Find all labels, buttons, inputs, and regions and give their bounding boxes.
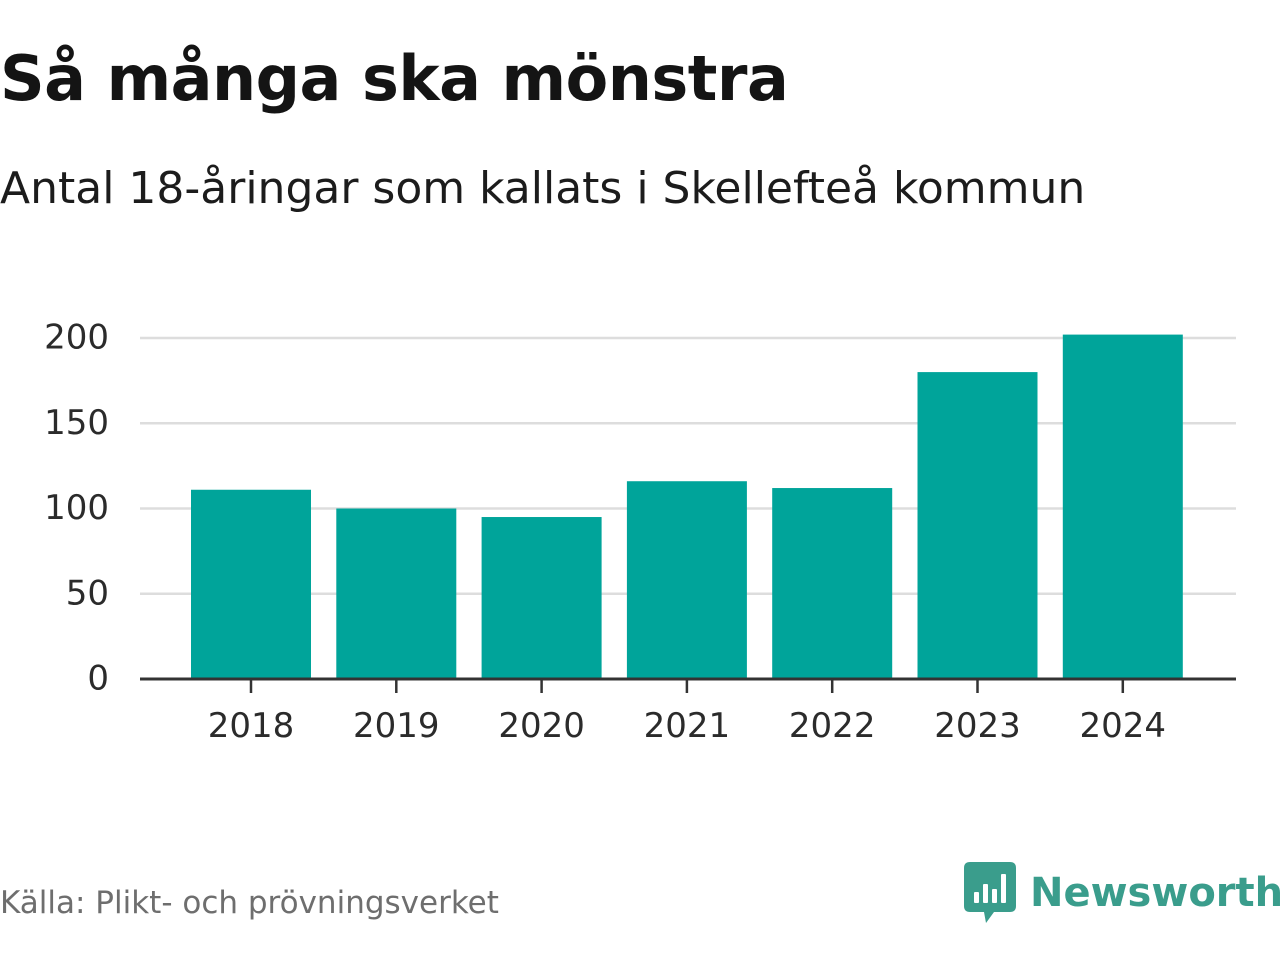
x-tick-label-2024: 2024 <box>1080 706 1167 746</box>
chart-title: Så många ska mönstra <box>0 42 789 115</box>
bar-2021 <box>626 481 747 679</box>
bar-2023 <box>917 372 1038 679</box>
x-axis: 2018 2019 2020 2021 2022 2023 2024 <box>140 677 1236 746</box>
y-axis: 0 50 100 150 200 <box>44 318 109 699</box>
bar-chart: 2018 2019 2020 2021 2022 2023 2024 0 50 100 150 20… <box>44 318 1236 746</box>
x-tick-label-2022: 2022 <box>789 706 876 746</box>
y-tick-label-100: 100 <box>44 488 109 528</box>
bar-2020 <box>481 517 602 679</box>
bar-2019 <box>336 508 457 679</box>
y-tick-label-50: 50 <box>66 573 109 613</box>
y-tick-label-0: 0 <box>87 659 109 699</box>
x-tick-label-2021: 2021 <box>644 706 731 746</box>
bar-2022 <box>772 488 893 679</box>
x-tick-label-2020: 2020 <box>498 706 585 746</box>
brand-logo: Newsworthy <box>964 862 1280 924</box>
bar-2024 <box>1062 334 1183 679</box>
chart-subtitle: Antal 18-åringar som kallats i Skellefte… <box>0 163 1086 214</box>
bars <box>191 334 1183 679</box>
brand-name: Newsworthy <box>1030 870 1280 916</box>
x-tick-label-2019: 2019 <box>353 706 440 746</box>
x-tick-label-2023: 2023 <box>934 706 1021 746</box>
newsworthy-logo-icon <box>964 862 1016 923</box>
y-tick-label-200: 200 <box>44 318 109 358</box>
bar-2018 <box>191 489 311 679</box>
x-tick-label-2018: 2018 <box>208 706 295 746</box>
y-tick-label-150: 150 <box>44 403 109 443</box>
source-note: Källa: Plikt- och prövningsverket <box>0 885 499 921</box>
